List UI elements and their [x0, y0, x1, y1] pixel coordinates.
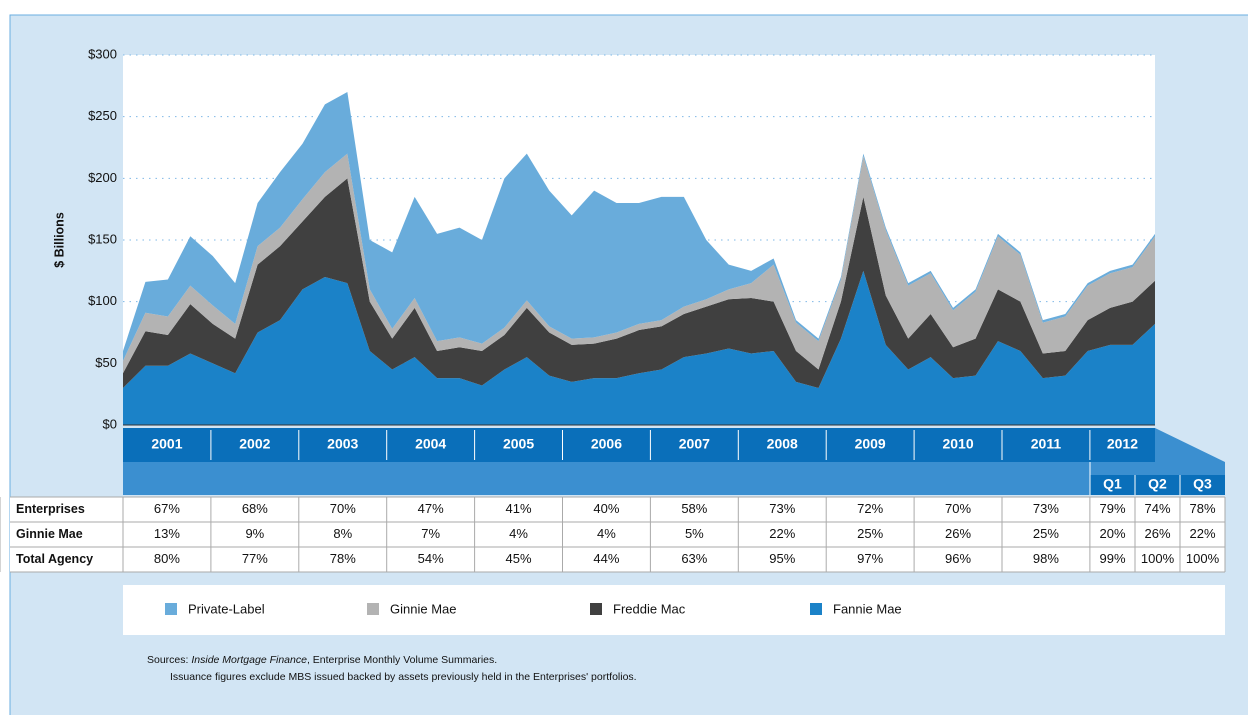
cell: 70% [330, 501, 356, 516]
quarter-label: Q3 [1193, 476, 1212, 492]
cell: 20% [1099, 526, 1125, 541]
year-label: 2004 [415, 436, 446, 452]
sources-publication: Inside Mortgage Finance [191, 654, 307, 666]
area [123, 153, 1155, 374]
legend-label: Freddie Mac [613, 601, 686, 616]
cell: 47% [418, 501, 444, 516]
sources-rest: , Enterprise Monthly Volume Summaries. [307, 654, 497, 666]
year-label: 2007 [679, 436, 710, 452]
cell: 5% [685, 526, 704, 541]
legend-swatch [810, 603, 822, 615]
cell: 13% [154, 526, 180, 541]
cell: 9% [245, 526, 264, 541]
quarter-label: Q2 [1148, 476, 1167, 492]
cell: 67% [154, 501, 180, 516]
legend-swatch [590, 603, 602, 615]
cell: 98% [1033, 551, 1059, 566]
year-label: 2010 [942, 436, 973, 452]
quarter-label: Q1 [1103, 476, 1122, 492]
year-label: 2012 [1107, 436, 1138, 452]
cell: 72% [857, 501, 883, 516]
cell: 70% [945, 501, 971, 516]
sources: Sources: Inside Mortgage Finance, Enterp… [147, 654, 497, 666]
y-tick-label: $50 [95, 355, 117, 370]
sources-prefix: Sources: [147, 654, 191, 666]
year-label: 2003 [327, 436, 358, 452]
cell: 26% [1144, 526, 1170, 541]
cell: 25% [1033, 526, 1059, 541]
cell: 22% [769, 526, 795, 541]
cell: 95% [769, 551, 795, 566]
cell: 78% [1189, 501, 1215, 516]
y-tick-label: $300 [88, 46, 117, 61]
cell: 96% [945, 551, 971, 566]
y-tick-label: $100 [88, 293, 117, 308]
area [123, 178, 1155, 388]
cell: 63% [681, 551, 707, 566]
year-label: 2005 [503, 436, 534, 452]
cell: 100% [1141, 551, 1175, 566]
cell: 25% [857, 526, 883, 541]
legend-label: Ginnie Mae [390, 601, 456, 616]
cell: 73% [769, 501, 795, 516]
cell: 99% [1099, 551, 1125, 566]
cell: 54% [418, 551, 444, 566]
y-tick-label: $0 [103, 416, 117, 431]
year-label: 2009 [855, 436, 886, 452]
year-label: 2006 [591, 436, 622, 452]
cell: 7% [421, 526, 440, 541]
cell: 79% [1099, 501, 1125, 516]
cell: 40% [593, 501, 619, 516]
row-label: Enterprises [16, 502, 85, 516]
legend-label: Private-Label [188, 601, 265, 616]
cell: 4% [509, 526, 528, 541]
year-label: 2001 [151, 436, 182, 452]
sources-note: Issuance figures exclude MBS issued back… [170, 671, 637, 683]
year-label: 2008 [767, 436, 798, 452]
cell: 8% [333, 526, 352, 541]
legend-swatch [367, 603, 379, 615]
cell: 80% [154, 551, 180, 566]
row-label: Ginnie Mae [16, 527, 83, 541]
cell: 78% [330, 551, 356, 566]
quarter-band [1090, 475, 1225, 495]
cell: 22% [1189, 526, 1215, 541]
area [123, 270, 1155, 425]
year-label: 2002 [239, 436, 270, 452]
legend-bg [123, 585, 1225, 635]
cell: 44% [593, 551, 619, 566]
year-label: 2011 [1031, 436, 1062, 452]
cell: 45% [506, 551, 532, 566]
cell: 58% [681, 501, 707, 516]
area [123, 92, 1155, 361]
cell: 26% [945, 526, 971, 541]
table-bg [10, 497, 1225, 572]
row-label: Total Agency [16, 552, 93, 566]
year-band [123, 428, 1155, 462]
cell: 41% [506, 501, 532, 516]
legend-label: Fannie Mae [833, 601, 902, 616]
cell: 4% [597, 526, 616, 541]
y-tick-label: $200 [88, 170, 117, 185]
cell: 77% [242, 551, 268, 566]
cell: 73% [1033, 501, 1059, 516]
y-axis-label: $ Billions [52, 212, 66, 268]
cell: 74% [1144, 501, 1170, 516]
legend-swatch [165, 603, 177, 615]
cell: 97% [857, 551, 883, 566]
cell: 68% [242, 501, 268, 516]
cell: 100% [1186, 551, 1220, 566]
y-tick-label: $150 [88, 231, 117, 246]
y-tick-label: $250 [88, 108, 117, 123]
